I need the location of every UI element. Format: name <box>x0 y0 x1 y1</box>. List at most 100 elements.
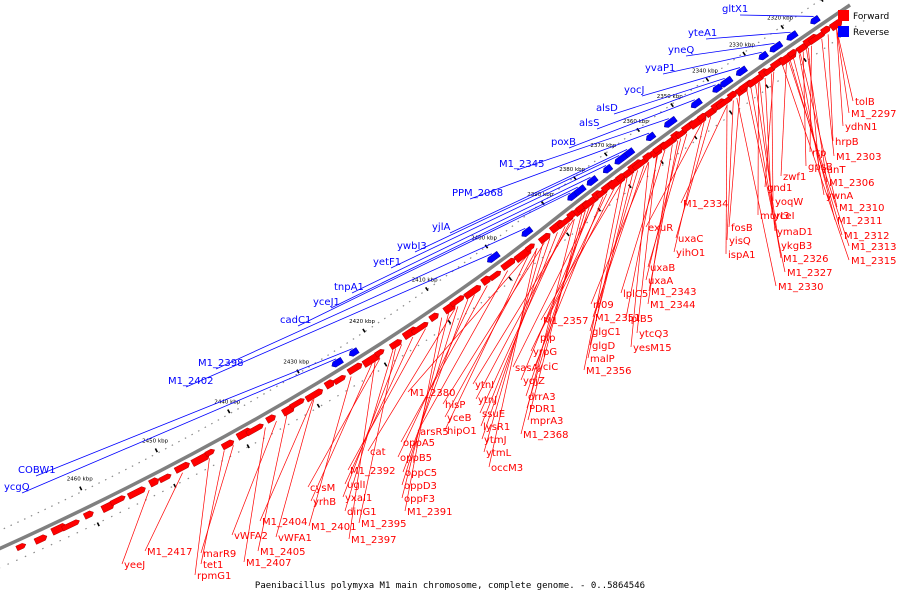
forward-gene-glyph <box>480 275 491 287</box>
forward-gene-label: cysM <box>310 483 335 494</box>
reverse-gene-glyph <box>758 50 770 61</box>
forward-gene-glyph <box>820 25 831 36</box>
reverse-gene-label: ywbI3 <box>397 241 427 252</box>
reverse-gene-label: poxB <box>551 137 576 148</box>
reverse-gene-label: cadC1 <box>280 315 311 326</box>
forward-gene-leader <box>257 415 288 552</box>
kbp-tick-mark <box>603 152 608 157</box>
reverse-gene-leader <box>215 228 526 370</box>
forward-gene-label: M1_2326 <box>783 254 828 265</box>
reverse-gene-label: M1_2398 <box>198 358 243 369</box>
reverse-gene-glyph <box>786 30 799 41</box>
reverse-gene-label: yteA1 <box>688 28 717 39</box>
reverse-gene-leader <box>351 176 591 294</box>
forward-gene-leader <box>799 53 838 208</box>
forward-gene-glyph <box>60 519 80 532</box>
forward-gene-label: lplC5 <box>623 289 648 300</box>
reverse-gene-label: yocJ <box>624 85 644 96</box>
outer-scale-ring <box>0 0 822 532</box>
forward-gene-glyph <box>463 284 482 300</box>
legend: Forward Reverse <box>838 10 890 38</box>
kbp-tick-mark <box>705 77 710 82</box>
reverse-gene-glyph <box>602 163 614 174</box>
forward-gene-glyph <box>786 49 798 58</box>
forward-gene-leader <box>525 207 590 397</box>
forward-gene-glyph <box>696 112 707 122</box>
forward-gene-glyph <box>173 461 190 474</box>
forward-gene-label: ytnI <box>475 380 494 391</box>
forward-gene-label: yrhB <box>313 497 336 508</box>
kbp-tick-mark <box>780 24 785 30</box>
reverse-gene-leader <box>685 42 775 57</box>
kbp-tick-mark <box>79 486 83 491</box>
kbp-tick-label: 2350 kbp <box>657 94 683 100</box>
forward-gene-leader <box>782 65 850 261</box>
forward-gene-label: M1_2344 <box>650 300 695 311</box>
forward-gene-leader <box>275 399 315 538</box>
forward-gene-label: hisP <box>445 400 465 411</box>
forward-gene-glyph <box>428 312 439 323</box>
forward-gene-leader <box>347 328 426 471</box>
forward-gene-label: ywnA <box>826 191 853 202</box>
forward-gene-label: vWFA1 <box>278 533 312 544</box>
kbp-tick-mark <box>765 84 769 89</box>
forward-gene-leader <box>590 162 649 305</box>
forward-gene-leader <box>342 344 402 498</box>
forward-gene-label: tet1 <box>203 560 223 571</box>
forward-gene-label: uxaB <box>650 263 675 274</box>
reverse-gene-leader <box>641 67 741 97</box>
forward-gene-leader <box>636 156 657 334</box>
forward-gene-label: M1_2297 <box>851 109 896 120</box>
forward-gene-label: M1_2392 <box>350 466 395 477</box>
forward-gene-label: yrpG <box>533 347 557 358</box>
legend-forward-label: Forward <box>853 12 889 22</box>
forward-gene-label: uxaC <box>678 234 703 245</box>
forward-gene-leader <box>630 162 650 348</box>
forward-gene-leader <box>645 138 682 281</box>
forward-gene-label: M1_2356 <box>586 366 631 377</box>
legend-reverse-swatch <box>838 26 849 37</box>
kbp-tick-mark <box>670 103 674 108</box>
forward-gene-label: ssuE <box>482 409 505 420</box>
reverse-gene-leader <box>705 31 791 40</box>
forward-gene-leader <box>821 38 835 157</box>
forward-gene-label: oppD3 <box>404 481 437 492</box>
kbp-tick-mark <box>508 276 513 281</box>
forward-gene-label: ispA1 <box>728 250 756 261</box>
forward-gene-label: oppC5 <box>405 468 437 479</box>
forward-gene-leader <box>759 81 776 232</box>
forward-gene-label: M1_2395 <box>361 519 406 530</box>
reverse-gene-label: PPM_2068 <box>452 188 503 199</box>
forward-gene-label: drrA3 <box>528 392 556 403</box>
chromosome-backbone <box>0 3 851 551</box>
forward-gene-leader <box>836 28 854 102</box>
forward-gene-label: oppF3 <box>404 494 435 505</box>
kbp-tick-label: 2420 kbp <box>349 319 375 325</box>
forward-gene-leader <box>400 285 488 443</box>
forward-gene-label: M1_2311 <box>837 216 882 227</box>
forward-gene-label: M1_2368 <box>523 430 568 441</box>
forward-gene-label: uglI <box>347 480 365 491</box>
kbp-tick-mark <box>803 57 807 63</box>
forward-gene-label: ytmL <box>486 448 512 459</box>
forward-gene-label: lplB5 <box>628 314 653 325</box>
forward-gene-label: oppB5 <box>400 453 432 464</box>
forward-gene-leader <box>836 28 844 127</box>
forward-gene-label: M1_2404 <box>262 517 307 528</box>
forward-gene-label: ytcQ3 <box>639 329 669 340</box>
forward-gene-leader <box>736 97 777 287</box>
forward-gene-leader <box>417 270 509 432</box>
legend-reverse-label: Reverse <box>853 28 890 38</box>
reverse-gene-glyph <box>521 226 534 237</box>
forward-gene-glyph <box>109 495 126 507</box>
forward-gene-glyph <box>524 243 535 253</box>
forward-gene-leader <box>200 445 234 554</box>
kbp-tick-label: 2360 kbp <box>623 119 649 125</box>
forward-gene-label: M1_2405 <box>260 547 305 558</box>
reverse-gene-label: yetF1 <box>373 257 401 268</box>
forward-gene-leader <box>680 104 728 204</box>
reverse-gene-leader <box>330 186 578 309</box>
forward-gene-glyph <box>346 362 363 376</box>
forward-gene-leader <box>367 308 456 452</box>
